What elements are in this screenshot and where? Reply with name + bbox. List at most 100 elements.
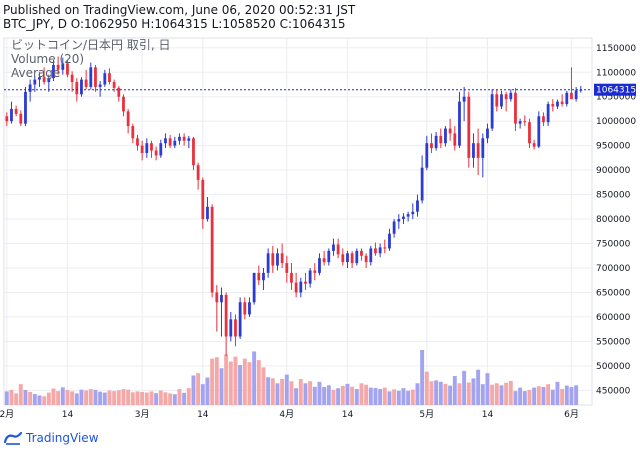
volume-bar: [401, 388, 406, 405]
candle-body: [24, 91, 27, 124]
candle-body: [196, 165, 200, 180]
volume-bar: [219, 368, 224, 405]
volume-bar: [569, 387, 574, 405]
candle-body: [486, 128, 489, 139]
time-axis[interactable]: 2月 14 3月 14 4月 14 5月 14 6月: [0, 409, 579, 420]
volume-bar: [70, 391, 75, 405]
price-axis[interactable]: 450000 500000 550000 600000 650000 700000 7500…: [596, 44, 636, 397]
volume-bar: [214, 357, 219, 405]
volume-bar: [28, 391, 33, 405]
volume-bar: [158, 390, 163, 405]
candle-body: [10, 108, 13, 122]
volume-bar: [457, 383, 462, 405]
volume-bar: [18, 384, 23, 405]
x-tick-label: 3月: [135, 409, 150, 420]
volume-bar: [368, 387, 373, 405]
volume-bars: [4, 350, 579, 405]
chart-title: ビットコイン/日本円 取引, 日: [11, 38, 171, 52]
volume-bar: [508, 380, 513, 405]
volume-bar: [518, 387, 523, 405]
volume-bar: [65, 389, 70, 405]
candle-body: [336, 244, 340, 255]
x-tick-label: 14: [62, 410, 74, 420]
candle-body: [243, 302, 247, 315]
volume-bar: [154, 393, 159, 405]
candle-body: [28, 84, 32, 92]
y-tick-label: 1000000: [596, 117, 636, 127]
volume-bar: [228, 361, 233, 405]
candle-body: [341, 254, 345, 263]
candle-body: [565, 92, 569, 105]
volume-bar: [452, 376, 457, 405]
candle-body: [201, 179, 205, 220]
candle-body: [280, 253, 284, 264]
candle-body: [108, 73, 111, 83]
candle-body: [136, 138, 139, 146]
volume-bar: [499, 385, 504, 405]
candle-body: [481, 138, 485, 158]
volume-bar: [476, 369, 481, 405]
volume-bar: [312, 386, 317, 405]
y-tick-label: 600000: [596, 313, 631, 323]
volume-bar: [284, 374, 289, 405]
candle-body: [262, 272, 265, 281]
candle-body: [467, 96, 471, 158]
candle-body: [182, 136, 186, 141]
candle-body: [560, 101, 564, 105]
candle-body: [308, 270, 312, 284]
volume-bar: [550, 389, 555, 405]
volume-bar: [140, 391, 145, 405]
candle-body: [164, 138, 167, 144]
volume-bar: [74, 393, 79, 405]
candle-body: [514, 92, 517, 124]
volume-bar: [149, 391, 154, 405]
volume-bar: [280, 378, 285, 405]
y-tick-label: 950000: [596, 142, 631, 152]
y-tick-label: 450000: [596, 386, 631, 396]
candle-body: [294, 282, 298, 293]
candle-body: [458, 101, 461, 146]
candle-body: [70, 74, 74, 83]
candle-body: [103, 73, 107, 85]
candle-body: [266, 253, 270, 273]
volume-bar: [93, 389, 98, 405]
candle-body: [332, 244, 335, 251]
volume-bar: [266, 377, 271, 405]
candle-body: [112, 82, 116, 88]
brand-name[interactable]: TradingView: [26, 431, 99, 445]
candle-body: [346, 253, 349, 263]
candle-body: [444, 128, 447, 144]
chart-canvas: 450000 500000 550000 600000 650000 700000 7500…: [0, 37, 636, 420]
candle-body: [150, 143, 153, 151]
volume-bar: [345, 383, 350, 405]
volume-bar: [172, 394, 177, 405]
candle-body: [355, 250, 359, 264]
volume-bar: [494, 383, 499, 405]
candle-body: [304, 281, 307, 284]
volume-bar: [424, 371, 429, 405]
volume-bar: [546, 384, 551, 405]
candle-body: [472, 143, 475, 158]
volume-bar: [247, 362, 252, 405]
volume-bar: [541, 387, 546, 405]
volume-bar: [513, 391, 518, 405]
candle-body: [374, 248, 377, 254]
volume-bar: [532, 387, 537, 405]
price-chart[interactable]: 450000 500000 550000 600000 650000 700000 7500…: [0, 34, 640, 427]
x-tick-label: 14: [342, 410, 354, 420]
candle-body: [350, 253, 354, 264]
volume-bar: [60, 387, 65, 405]
volume-bar: [522, 391, 527, 405]
candle-body: [495, 94, 499, 107]
volume-legend: Volume (20): [11, 52, 84, 66]
y-tick-label: 850000: [596, 191, 631, 201]
candle-body: [462, 96, 466, 102]
volume-bar: [322, 387, 327, 405]
candle-body: [416, 200, 419, 212]
volume-bar: [396, 390, 401, 405]
candle-body: [159, 143, 163, 156]
candle-body: [453, 133, 457, 146]
candle-body: [322, 258, 326, 263]
candle-body: [94, 67, 97, 87]
candle-body: [75, 82, 79, 95]
